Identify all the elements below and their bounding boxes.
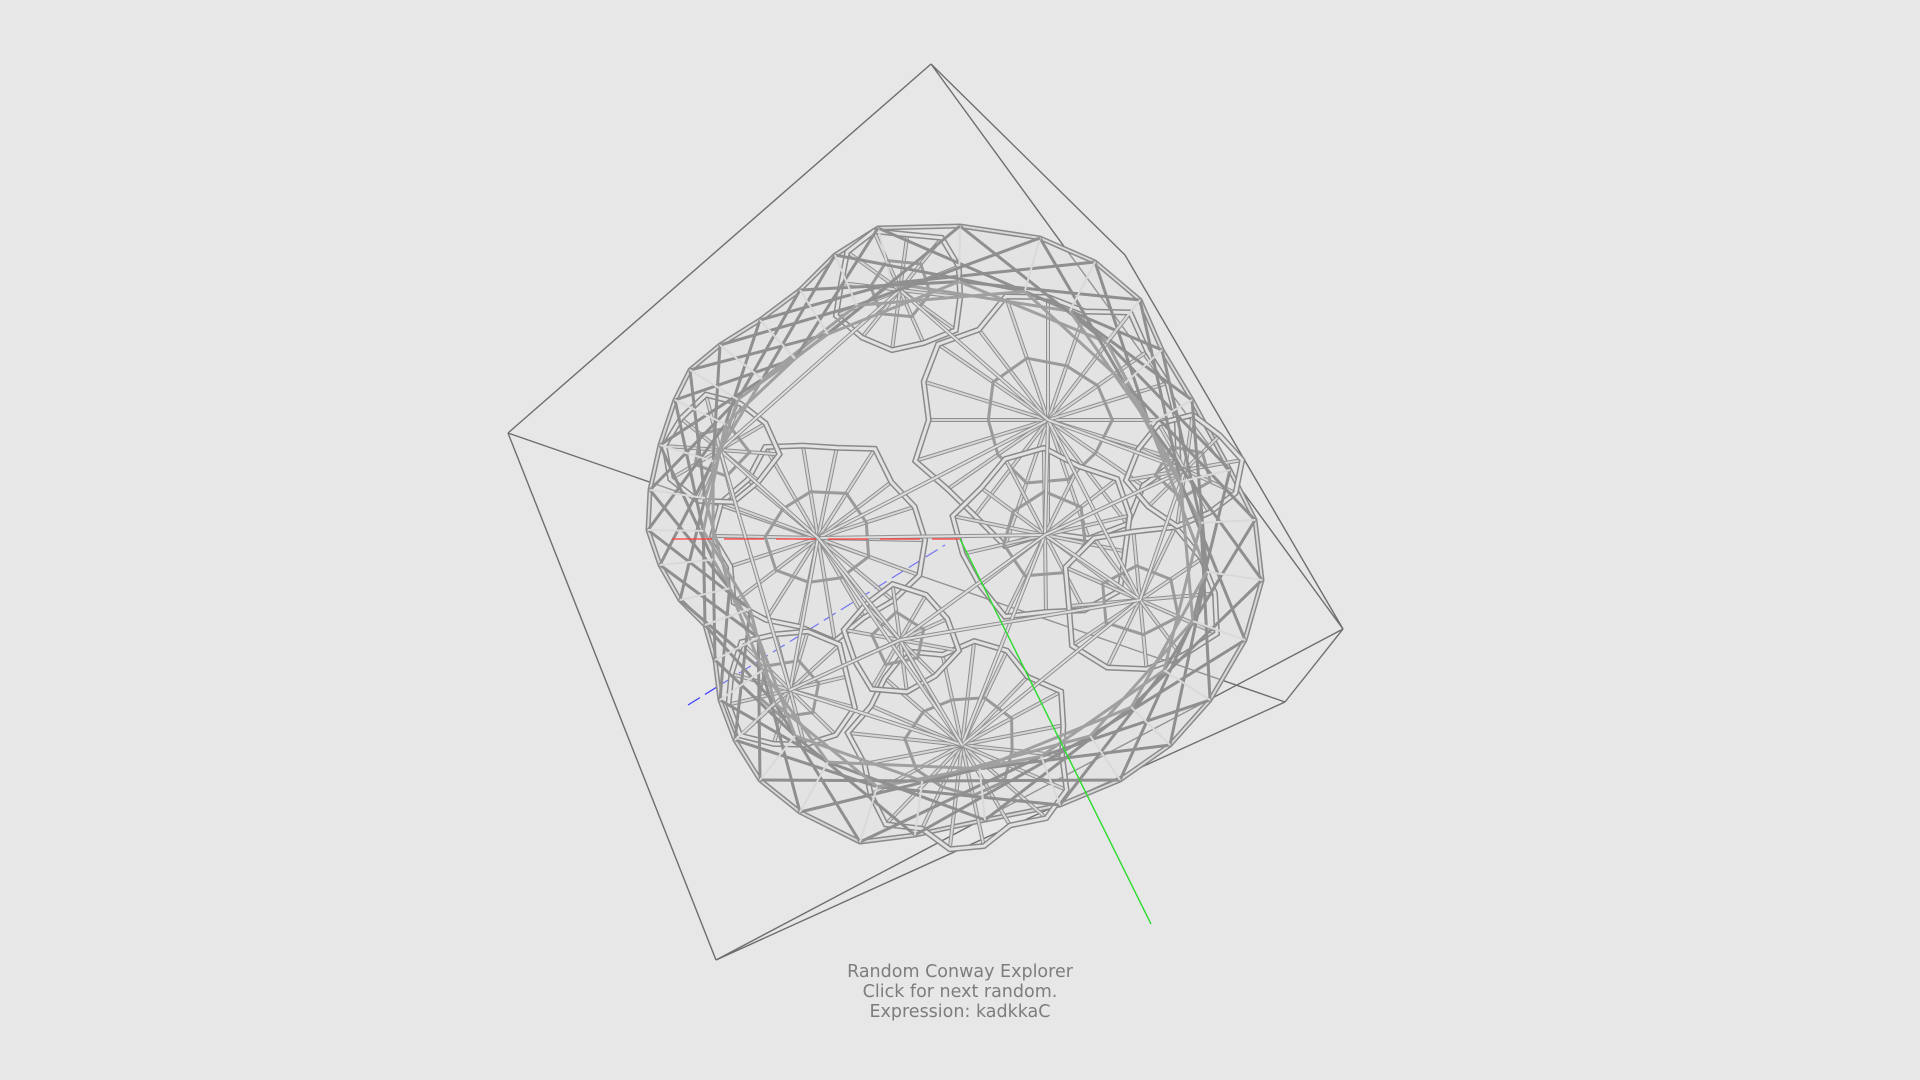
outer-mesh — [646, 224, 1264, 844]
bounding-box-edge — [507, 63, 932, 434]
bounding-box-edge — [1124, 254, 1344, 630]
bounding-box-edge — [930, 63, 1344, 630]
face-hub — [911, 293, 1182, 550]
y-axis — [959, 538, 1152, 925]
bounding-box-edge — [1284, 628, 1344, 703]
polyhedron-wireframe — [645, 223, 1265, 853]
bounding-box-edge — [507, 432, 717, 961]
connecting-struts — [718, 288, 1187, 747]
bounding-box-edge — [930, 63, 1126, 256]
axes-front — [672, 538, 1152, 925]
polyhedron-silhouette-highlight — [646, 224, 1264, 844]
bounding-box-edge — [715, 628, 1344, 961]
